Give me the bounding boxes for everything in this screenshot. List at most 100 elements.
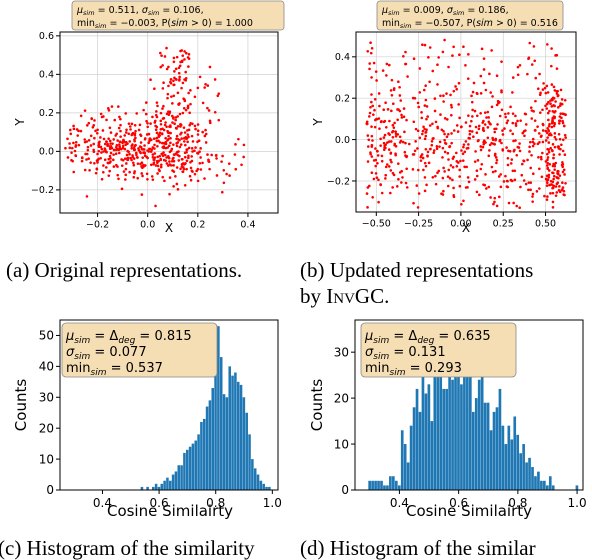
scatter-point bbox=[554, 109, 557, 113]
scatter-point bbox=[434, 120, 438, 124]
scatter-point bbox=[374, 70, 378, 73]
scatter-point bbox=[442, 129, 445, 133]
scatter-point bbox=[159, 127, 163, 131]
scatter-point bbox=[555, 191, 559, 194]
scatter-point bbox=[213, 110, 217, 114]
scatter-point bbox=[109, 160, 112, 163]
scatter-point bbox=[199, 168, 203, 171]
scatter-point bbox=[179, 125, 182, 128]
scatter-point bbox=[133, 148, 136, 151]
scatter-point bbox=[149, 122, 152, 125]
scatter-point bbox=[393, 121, 396, 125]
histogram-bar bbox=[371, 480, 374, 490]
scatter-point bbox=[389, 89, 393, 92]
scatter-point bbox=[558, 185, 561, 188]
scatter-point bbox=[498, 114, 502, 118]
scatter-point bbox=[378, 104, 381, 108]
scatter-point bbox=[176, 91, 180, 95]
scatter-point bbox=[179, 133, 182, 136]
scatter-point bbox=[182, 126, 186, 129]
scatter-point bbox=[180, 59, 184, 63]
scatter-point bbox=[369, 51, 373, 55]
scatter-point bbox=[167, 164, 170, 167]
histogram-bar bbox=[208, 400, 212, 490]
histogram-bar bbox=[519, 453, 522, 490]
scatter-point bbox=[144, 112, 148, 116]
scatter-point bbox=[546, 127, 549, 130]
scatter-point bbox=[103, 142, 107, 146]
histogram-bar bbox=[507, 425, 511, 490]
scatter-point bbox=[240, 163, 243, 167]
scatter-point bbox=[497, 195, 501, 199]
scatter-point bbox=[150, 175, 154, 178]
scatter-point bbox=[69, 132, 73, 136]
scatter-point bbox=[70, 158, 73, 162]
scatter-point bbox=[414, 127, 418, 131]
scatter-point bbox=[516, 65, 520, 69]
scatter-point bbox=[550, 47, 553, 50]
scatter-point bbox=[193, 95, 197, 99]
scatter-point bbox=[437, 169, 441, 173]
scatter-point bbox=[451, 178, 454, 182]
scatter-point bbox=[563, 133, 567, 137]
scatter-point bbox=[172, 159, 176, 163]
scatter-point bbox=[118, 147, 122, 150]
histogram-bar bbox=[522, 444, 525, 490]
scatter-point bbox=[167, 84, 170, 88]
histogram-bar bbox=[231, 375, 234, 490]
annotation-b-line2: minsim = −0.507, P(sim > 0) = 0.516 bbox=[382, 18, 558, 30]
histogram-bar bbox=[160, 483, 164, 490]
scatter-point bbox=[368, 111, 372, 115]
axis-c-ylabel: Counts bbox=[12, 379, 30, 432]
scatter-point bbox=[70, 146, 74, 150]
scatter-point bbox=[366, 206, 369, 209]
scatter-point bbox=[504, 112, 507, 116]
scatter-point bbox=[117, 151, 121, 155]
scatter-point bbox=[474, 125, 478, 129]
scatter-point bbox=[417, 105, 421, 109]
scatter-point bbox=[123, 147, 127, 151]
scatter-point bbox=[523, 112, 527, 116]
scatter-point bbox=[562, 193, 565, 196]
scatter-point bbox=[234, 143, 237, 146]
scatter-point bbox=[89, 144, 93, 147]
scatter-point bbox=[92, 142, 95, 146]
xtick-label: 0.4 bbox=[390, 496, 409, 510]
scatter-point bbox=[162, 116, 166, 120]
scatter-point bbox=[446, 184, 450, 188]
scatter-point bbox=[208, 167, 211, 171]
scatter-point bbox=[447, 158, 450, 161]
scatter-point bbox=[461, 152, 465, 156]
scatter-point bbox=[128, 152, 131, 156]
scatter-point bbox=[161, 145, 165, 149]
scatter-point bbox=[124, 131, 128, 134]
scatter-point bbox=[549, 146, 552, 150]
axes-a-border bbox=[59, 31, 279, 214]
scatter-point bbox=[557, 122, 561, 125]
scatter-point bbox=[404, 141, 407, 145]
scatter-point bbox=[153, 158, 156, 162]
scatter-point bbox=[554, 100, 557, 103]
xtick-label: 0.4 bbox=[240, 220, 255, 231]
scatter-point bbox=[176, 115, 180, 118]
scatter-point bbox=[204, 128, 207, 132]
scatter-point bbox=[480, 47, 484, 51]
scatter-point bbox=[390, 93, 394, 97]
scatter-point bbox=[479, 167, 483, 171]
histogram-bar bbox=[253, 468, 257, 490]
scatter-point bbox=[483, 111, 487, 114]
scatter-point bbox=[533, 59, 537, 63]
scatter-point bbox=[367, 138, 371, 142]
scatter-point bbox=[423, 43, 427, 47]
scatter-point bbox=[140, 147, 144, 151]
scatter-point bbox=[424, 131, 427, 134]
scatter-point bbox=[201, 130, 204, 134]
scatter-point bbox=[533, 129, 537, 132]
scatter-point bbox=[141, 156, 144, 159]
scatter-point bbox=[560, 116, 563, 120]
histogram-bar bbox=[486, 402, 490, 490]
scatter-point bbox=[531, 144, 535, 148]
scatter-point bbox=[199, 156, 202, 159]
scatter-point bbox=[161, 87, 165, 90]
scatter-point bbox=[140, 193, 144, 196]
